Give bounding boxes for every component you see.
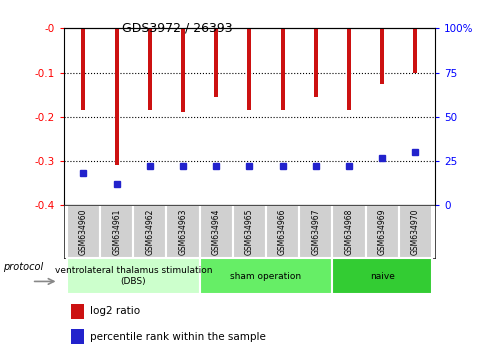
Bar <box>114 28 119 166</box>
Bar <box>199 258 332 294</box>
Text: GSM634964: GSM634964 <box>211 209 220 255</box>
Bar <box>71 304 84 319</box>
Bar <box>365 205 398 258</box>
Text: GSM634966: GSM634966 <box>278 209 286 255</box>
Bar <box>332 205 365 258</box>
Text: GDS3972 / 26393: GDS3972 / 26393 <box>122 21 232 34</box>
Text: log2 ratio: log2 ratio <box>89 306 140 316</box>
Bar <box>199 205 232 258</box>
Bar <box>67 258 199 294</box>
Bar <box>67 205 100 258</box>
Bar <box>398 205 431 258</box>
Bar <box>214 28 218 97</box>
Text: GSM634960: GSM634960 <box>79 209 88 255</box>
Text: sham operation: sham operation <box>230 272 301 281</box>
Bar <box>232 205 265 258</box>
Bar <box>247 28 251 110</box>
Text: GSM634970: GSM634970 <box>410 209 419 255</box>
Bar <box>265 205 299 258</box>
Bar <box>166 205 199 258</box>
Bar <box>412 28 416 73</box>
Text: GSM634969: GSM634969 <box>377 209 386 255</box>
Bar <box>280 28 284 110</box>
Bar <box>71 329 84 344</box>
Text: naive: naive <box>369 272 394 281</box>
Bar <box>147 28 151 110</box>
Text: ventrolateral thalamus stimulation
(DBS): ventrolateral thalamus stimulation (DBS) <box>54 267 212 286</box>
Bar <box>181 28 184 113</box>
Bar <box>313 28 317 97</box>
Bar <box>346 28 350 110</box>
Bar <box>133 205 166 258</box>
Bar <box>100 205 133 258</box>
Bar <box>332 258 431 294</box>
Bar <box>81 28 85 110</box>
Text: GSM634963: GSM634963 <box>178 209 187 255</box>
Text: protocol: protocol <box>3 262 43 272</box>
Text: GSM634968: GSM634968 <box>344 209 353 255</box>
Text: GSM634965: GSM634965 <box>244 209 253 255</box>
Text: GSM634961: GSM634961 <box>112 209 121 255</box>
Bar <box>379 28 384 84</box>
Text: GSM634967: GSM634967 <box>311 209 320 255</box>
Text: GSM634962: GSM634962 <box>145 209 154 255</box>
Text: percentile rank within the sample: percentile rank within the sample <box>89 332 265 342</box>
Bar <box>299 205 332 258</box>
